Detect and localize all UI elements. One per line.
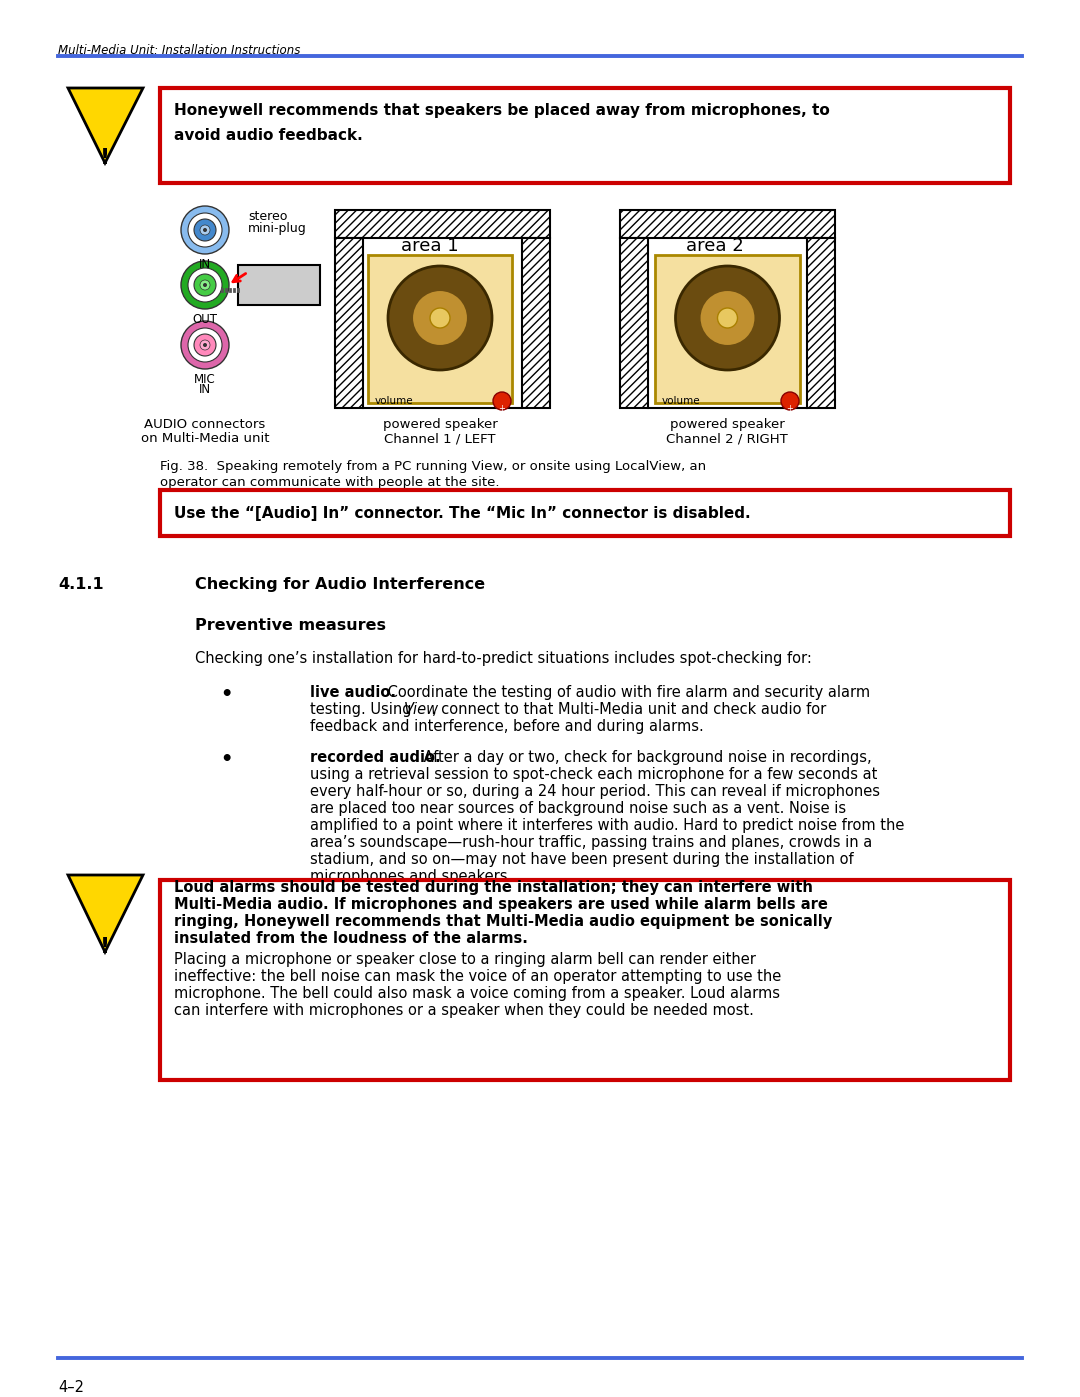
Text: volume: volume bbox=[662, 395, 701, 407]
FancyBboxPatch shape bbox=[335, 237, 363, 408]
FancyBboxPatch shape bbox=[654, 256, 800, 402]
Text: Placing a microphone or speaker close to a ringing alarm bell can render either: Placing a microphone or speaker close to… bbox=[174, 951, 756, 967]
FancyBboxPatch shape bbox=[160, 490, 1010, 536]
Text: +: + bbox=[786, 404, 794, 414]
Text: MIC: MIC bbox=[194, 373, 216, 386]
Circle shape bbox=[203, 284, 207, 286]
FancyBboxPatch shape bbox=[160, 880, 1010, 1080]
Circle shape bbox=[430, 307, 450, 328]
Circle shape bbox=[203, 228, 207, 232]
Text: Honeywell recommends that speakers be placed away from microphones, to: Honeywell recommends that speakers be pl… bbox=[174, 103, 829, 117]
Text: !: ! bbox=[100, 937, 110, 957]
Text: Channel 2 / RIGHT: Channel 2 / RIGHT bbox=[666, 432, 788, 446]
Circle shape bbox=[200, 279, 210, 291]
Text: on Multi-Media unit: on Multi-Media unit bbox=[140, 432, 269, 446]
Text: Loud alarms should be tested during the installation; they can interfere with: Loud alarms should be tested during the … bbox=[174, 880, 813, 895]
Text: amplified to a point where it interferes with audio. Hard to predict noise from : amplified to a point where it interferes… bbox=[310, 819, 904, 833]
Text: avoid audio feedback.: avoid audio feedback. bbox=[174, 129, 363, 142]
Text: stadium, and so on—may not have been present during the installation of: stadium, and so on—may not have been pre… bbox=[310, 852, 853, 868]
Circle shape bbox=[194, 274, 216, 296]
Circle shape bbox=[200, 339, 210, 351]
Text: Multi-Media Unit: Installation Instructions: Multi-Media Unit: Installation Instructi… bbox=[58, 43, 300, 57]
Text: AUDIO connectors: AUDIO connectors bbox=[145, 418, 266, 432]
Text: IN: IN bbox=[199, 258, 211, 271]
Circle shape bbox=[200, 225, 210, 235]
Text: Coordinate the testing of audio with fire alarm and security alarm: Coordinate the testing of audio with fir… bbox=[383, 685, 870, 700]
Text: area 2: area 2 bbox=[686, 237, 744, 256]
Text: Checking for Audio Interference: Checking for Audio Interference bbox=[195, 577, 485, 592]
Polygon shape bbox=[68, 875, 143, 951]
FancyBboxPatch shape bbox=[335, 210, 550, 237]
Text: Preventive measures: Preventive measures bbox=[195, 617, 386, 633]
Circle shape bbox=[181, 321, 229, 369]
Text: View: View bbox=[404, 703, 440, 717]
Text: feedback and interference, before and during alarms.: feedback and interference, before and du… bbox=[310, 719, 704, 733]
Text: live audio.: live audio. bbox=[310, 685, 396, 700]
Text: Channel 1 / LEFT: Channel 1 / LEFT bbox=[384, 432, 496, 446]
Text: ringing, Honeywell recommends that Multi-Media audio equipment be sonically: ringing, Honeywell recommends that Multi… bbox=[174, 914, 833, 929]
Text: insulated from the loudness of the alarms.: insulated from the loudness of the alarm… bbox=[174, 930, 528, 946]
Circle shape bbox=[188, 328, 222, 362]
Text: Fig. 38.  Speaking remotely from a PC running View, or onsite using LocalView, a: Fig. 38. Speaking remotely from a PC run… bbox=[160, 460, 706, 474]
Circle shape bbox=[181, 261, 229, 309]
Circle shape bbox=[194, 219, 216, 242]
Text: using a retrieval session to spot-check each microphone for a few seconds at: using a retrieval session to spot-check … bbox=[310, 767, 877, 782]
Circle shape bbox=[781, 393, 799, 409]
FancyBboxPatch shape bbox=[807, 237, 835, 408]
FancyBboxPatch shape bbox=[620, 210, 835, 237]
Circle shape bbox=[194, 334, 216, 356]
Text: 4.1.1: 4.1.1 bbox=[58, 577, 104, 592]
Text: Multi-Media audio. If microphones and speakers are used while alarm bells are: Multi-Media audio. If microphones and sp… bbox=[174, 897, 828, 912]
Text: ineffective: the bell noise can mask the voice of an operator attempting to use : ineffective: the bell noise can mask the… bbox=[174, 970, 781, 983]
Text: volume: volume bbox=[375, 395, 414, 407]
Text: area 1: area 1 bbox=[401, 237, 459, 256]
Text: mini-plug: mini-plug bbox=[248, 222, 307, 235]
Text: , connect to that Multi-Media unit and check audio for: , connect to that Multi-Media unit and c… bbox=[432, 703, 826, 717]
FancyBboxPatch shape bbox=[522, 237, 550, 408]
Text: •: • bbox=[220, 750, 232, 768]
Circle shape bbox=[411, 291, 468, 346]
Circle shape bbox=[675, 265, 780, 370]
FancyBboxPatch shape bbox=[620, 237, 648, 408]
Text: microphones and speakers.: microphones and speakers. bbox=[310, 869, 512, 884]
Text: Use the “[Audio] In” connector. The “Mic In” connector is disabled.: Use the “[Audio] In” connector. The “Mic… bbox=[174, 506, 751, 521]
FancyBboxPatch shape bbox=[160, 88, 1010, 183]
Text: IN: IN bbox=[199, 383, 211, 395]
FancyBboxPatch shape bbox=[238, 265, 320, 305]
Polygon shape bbox=[68, 88, 143, 163]
Text: microphone. The bell could also mask a voice coming from a speaker. Loud alarms: microphone. The bell could also mask a v… bbox=[174, 986, 780, 1002]
Text: every half-hour or so, during a 24 hour period. This can reveal if microphones: every half-hour or so, during a 24 hour … bbox=[310, 784, 880, 799]
Text: can interfere with microphones or a speaker when they could be needed most.: can interfere with microphones or a spea… bbox=[174, 1003, 754, 1018]
Text: •: • bbox=[220, 685, 232, 704]
Circle shape bbox=[203, 344, 207, 346]
Text: operator can communicate with people at the site.: operator can communicate with people at … bbox=[160, 476, 499, 489]
Text: After a day or two, check for background noise in recordings,: After a day or two, check for background… bbox=[419, 750, 872, 766]
Text: stereo: stereo bbox=[248, 210, 287, 224]
Circle shape bbox=[700, 291, 756, 346]
Circle shape bbox=[717, 307, 738, 328]
Text: OUT: OUT bbox=[192, 313, 217, 326]
Text: Checking one’s installation for hard-to-predict situations includes spot-checkin: Checking one’s installation for hard-to-… bbox=[195, 651, 812, 666]
Text: +: + bbox=[499, 404, 505, 414]
Circle shape bbox=[188, 268, 222, 302]
Text: area’s soundscape—rush-hour traffic, passing trains and planes, crowds in a: area’s soundscape—rush-hour traffic, pas… bbox=[310, 835, 873, 849]
Text: recorded audio.: recorded audio. bbox=[310, 750, 441, 766]
Text: testing. Using: testing. Using bbox=[310, 703, 416, 717]
Circle shape bbox=[181, 205, 229, 254]
FancyBboxPatch shape bbox=[368, 256, 512, 402]
Text: 4–2: 4–2 bbox=[58, 1380, 84, 1396]
Circle shape bbox=[388, 265, 492, 370]
Text: powered speaker: powered speaker bbox=[382, 418, 498, 432]
Text: powered speaker: powered speaker bbox=[670, 418, 784, 432]
Circle shape bbox=[188, 212, 222, 247]
Text: are placed too near sources of background noise such as a vent. Noise is: are placed too near sources of backgroun… bbox=[310, 800, 846, 816]
Text: !: ! bbox=[100, 148, 110, 168]
Circle shape bbox=[492, 393, 511, 409]
